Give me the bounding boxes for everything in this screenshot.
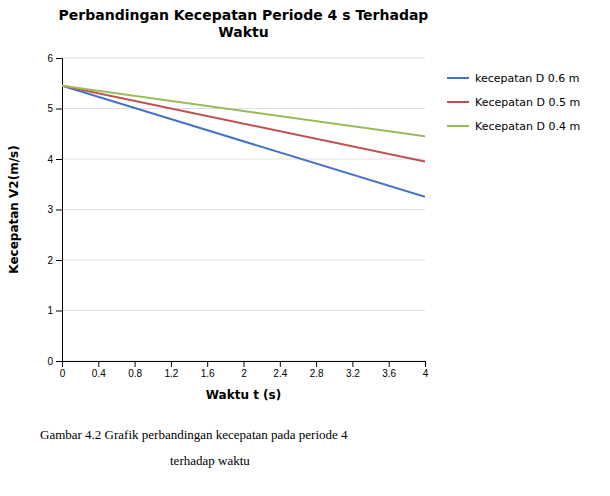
legend-swatch xyxy=(447,125,469,127)
y-tick-label: 5 xyxy=(47,103,53,114)
y-tick: 1 xyxy=(47,305,62,316)
y-tick: 3 xyxy=(47,204,62,215)
x-tick: 2.8 xyxy=(310,361,324,379)
y-tick-mark xyxy=(56,58,62,59)
y-axis-line xyxy=(56,59,63,362)
legend-swatch xyxy=(447,101,469,103)
legend: kecepatan D 0.6 m Kecepatan D 0.5 m Kecepa… xyxy=(447,72,580,133)
series-line xyxy=(62,86,425,197)
y-tick: 5 xyxy=(47,103,62,114)
x-axis-line xyxy=(63,362,426,368)
legend-swatch xyxy=(447,77,469,79)
y-tick-label: 4 xyxy=(47,154,53,165)
grid-line xyxy=(62,209,425,210)
grid-line xyxy=(62,58,425,59)
x-tick-label: 0.8 xyxy=(128,368,142,379)
x-tick-mark xyxy=(171,361,172,367)
y-tick-mark xyxy=(56,311,62,312)
x-tick-label: 3.6 xyxy=(382,368,396,379)
y-tick: 0 xyxy=(47,356,62,367)
legend-label: Kecepatan D 0.4 m xyxy=(475,120,580,133)
x-tick-mark xyxy=(135,361,136,367)
series-line xyxy=(62,86,425,162)
x-tick-label: 4 xyxy=(423,368,429,379)
legend-label: kecepatan D 0.6 m xyxy=(475,72,579,85)
x-tick-label: 2 xyxy=(241,368,247,379)
legend-label: Kecepatan D 0.5 m xyxy=(475,96,580,109)
x-tick-label: 1.6 xyxy=(201,368,215,379)
grid-line xyxy=(62,260,425,261)
y-tick: 6 xyxy=(47,53,62,64)
grid-line xyxy=(62,108,425,109)
legend-item: kecepatan D 0.6 m xyxy=(447,72,579,85)
series-line xyxy=(62,86,425,136)
x-axis-title: Waktu t (s) xyxy=(206,388,281,402)
y-tick-label: 2 xyxy=(47,255,53,266)
x-tick: 2.4 xyxy=(273,361,287,379)
x-tick: 2 xyxy=(241,361,247,379)
x-tick: 1.6 xyxy=(201,361,215,379)
x-tick-mark xyxy=(425,361,426,367)
x-tick: 3.2 xyxy=(346,361,360,379)
x-tick: 0.8 xyxy=(128,361,142,379)
x-tick: 1.2 xyxy=(164,361,178,379)
y-tick: 2 xyxy=(47,255,62,266)
x-tick-mark xyxy=(280,361,281,367)
plot: 0 0.4 0.8 1.2 1.6 2 2.4 2.8 3.2 3.6 4 0 1 2 3 4 5 6 xyxy=(47,53,428,379)
x-tick: 4 xyxy=(423,361,429,379)
caption: Gambar 4.2 Grafik perbandingan kecepatan… xyxy=(40,427,348,442)
x-tick-mark xyxy=(316,361,317,367)
x-tick-mark xyxy=(389,361,390,367)
x-tick-mark xyxy=(98,361,99,367)
x-tick-label: 2.8 xyxy=(310,368,324,379)
x-tick-mark xyxy=(244,361,245,367)
x-tick-label: 0 xyxy=(60,368,66,379)
x-tick-label: 3.2 xyxy=(346,368,360,379)
lines xyxy=(62,86,425,197)
x-tick: 3.6 xyxy=(382,361,396,379)
grid-line xyxy=(62,159,425,160)
x-tick-label: 1.2 xyxy=(164,368,178,379)
x-tick-mark xyxy=(352,361,353,367)
y-tick-mark xyxy=(56,159,62,160)
y-tick-label: 0 xyxy=(47,356,53,367)
y-tick-mark xyxy=(56,109,62,110)
x-axis: 0 0.4 0.8 1.2 1.6 2 2.4 2.8 3.2 3.6 4 xyxy=(60,361,429,379)
y-axis: 0 1 2 3 4 5 6 xyxy=(47,53,62,367)
grid xyxy=(62,58,425,361)
y-tick: 4 xyxy=(47,154,62,165)
grid-line xyxy=(62,310,425,311)
chart: 0 0.4 0.8 1.2 1.6 2 2.4 2.8 3.2 3.6 4 0 1 2 3 4 5 6 Perban… xyxy=(0,0,610,496)
y-tick-label: 1 xyxy=(47,305,53,316)
y-tick-label: 3 xyxy=(47,204,53,215)
x-tick: 0 xyxy=(60,361,66,379)
caption: terhadap waktu xyxy=(170,453,250,468)
y-tick-mark xyxy=(56,260,62,261)
x-tick-mark xyxy=(207,361,208,367)
x-tick-label: 0.4 xyxy=(92,368,106,379)
y-tick-label: 6 xyxy=(47,53,53,64)
title: Perbandingan Kecepatan Periode 4 s Terha… xyxy=(59,7,429,40)
y-tick-mark xyxy=(56,210,62,211)
x-tick-label: 2.4 xyxy=(273,368,287,379)
y-tick-mark xyxy=(56,361,62,362)
x-tick: 0.4 xyxy=(92,361,106,379)
y-axis-title: Kecepatan V2(m/s) xyxy=(7,145,21,273)
legend-item: Kecepatan D 0.4 m xyxy=(447,120,580,133)
legend-item: Kecepatan D 0.5 m xyxy=(447,96,580,109)
